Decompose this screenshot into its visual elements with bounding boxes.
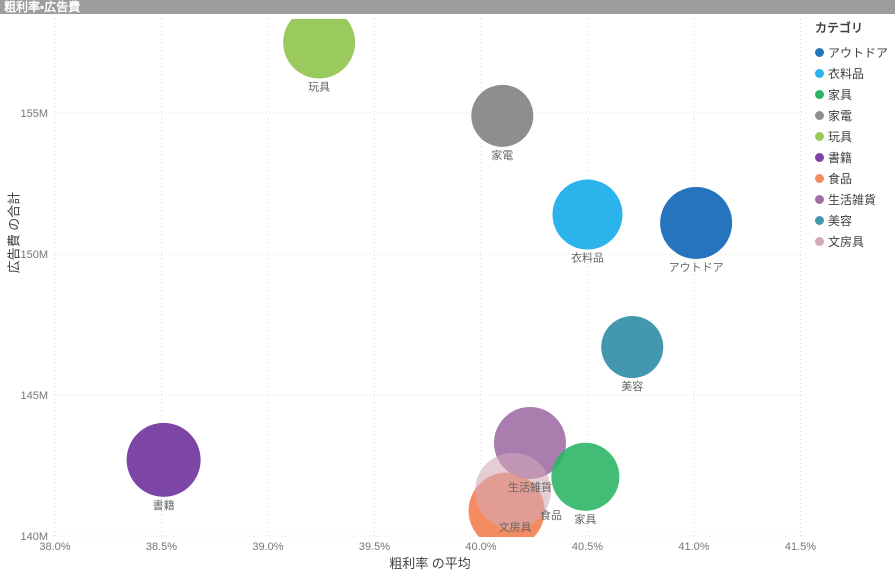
legend-item-label: 家具 [828,88,853,102]
legend-item-label: 書籍 [828,151,853,165]
legend-item-玩具[interactable]: 玩具 [813,126,895,147]
bubble-label-家具: 家具 [574,512,596,526]
legend-dot-icon [815,237,824,246]
legend-item-アウトドア[interactable]: アウトドア [813,42,895,63]
legend-item-家電[interactable]: 家電 [813,105,895,126]
legend-dot-icon [815,48,824,57]
legend-item-label: 美容 [828,214,853,228]
y-tick-label: 140M [20,531,48,543]
legend-dot-icon [815,153,824,162]
bubble-書籍[interactable] [126,422,201,497]
legend-item-label: 玩具 [828,130,853,144]
legend-item-食品[interactable]: 食品 [813,168,895,189]
bubble-美容[interactable] [601,316,664,379]
bubble-label-書籍: 書籍 [153,498,175,512]
bubble-アウトドア[interactable] [660,186,733,259]
legend-item-label: 食品 [828,172,853,186]
bubble-label-食品: 食品 [540,508,562,522]
legend-dot-icon [815,195,824,204]
bubble-家電[interactable] [471,84,534,147]
bubble-label-アウトドア: アウトドア [669,261,724,274]
bubble-家具[interactable] [551,442,620,511]
chart-title: 粗利率▪広告費 [4,0,81,14]
bubble-label-玩具: 玩具 [308,81,330,94]
bubble-玩具[interactable] [283,7,356,79]
legend-header: カテゴリ [815,21,864,35]
legend-dot-icon [815,90,824,99]
x-tick-label: 41.5% [785,541,816,553]
legend-item-家具[interactable]: 家具 [813,84,895,105]
y-tick-label: 145M [20,390,48,402]
chart-title-bar: 粗利率▪広告費 [0,0,895,14]
legend-item-label: 生活雑貨 [828,193,877,207]
legend-item-label: 衣料品 [828,67,865,81]
x-tick-label: 40.5% [572,541,603,553]
x-axis-title: 粗利率 の平均 [389,556,471,571]
legend-item-美容[interactable]: 美容 [813,210,895,231]
x-tick-label: 38.0% [39,541,70,553]
x-tick-label: 39.5% [359,541,390,553]
x-tick-label: 39.0% [252,541,283,553]
legend-item-文房具[interactable]: 文房具 [813,231,895,252]
y-tick-label: 155M [20,108,48,120]
legend-dot-icon [815,174,824,183]
legend: カテゴリ アウトドア衣料品家具家電玩具書籍食品生活雑貨美容文房具 [813,16,895,252]
y-axis-title: 広告費 の合計 [6,191,22,274]
legend-dot-icon [815,111,824,120]
legend-item-書籍[interactable]: 書籍 [813,147,895,168]
bubble-label-家電: 家電 [491,148,513,162]
bubble-label-美容: 美容 [621,379,643,393]
bubble-文房具[interactable] [474,452,551,529]
bubble-衣料品[interactable] [552,179,623,250]
legend-dot-icon [815,69,824,78]
legend-item-label: アウトドア [828,46,889,60]
x-tick-label: 41.0% [678,541,709,553]
legend-item-生活雑貨[interactable]: 生活雑貨 [813,189,895,210]
x-tick-label: 40.0% [465,541,496,553]
legend-dot-icon [815,216,824,225]
bubble-label-生活雑貨: 生活雑貨 [508,480,552,494]
y-tick-label: 150M [20,249,48,261]
legend-item-衣料品[interactable]: 衣料品 [813,63,895,84]
bubble-label-文房具: 文房具 [499,520,532,534]
legend-item-label: 家電 [828,109,853,123]
legend-dot-icon [815,132,824,141]
bubble-label-衣料品: 衣料品 [571,251,604,265]
legend-item-label: 文房具 [828,235,865,249]
x-tick-label: 38.5% [146,541,177,553]
